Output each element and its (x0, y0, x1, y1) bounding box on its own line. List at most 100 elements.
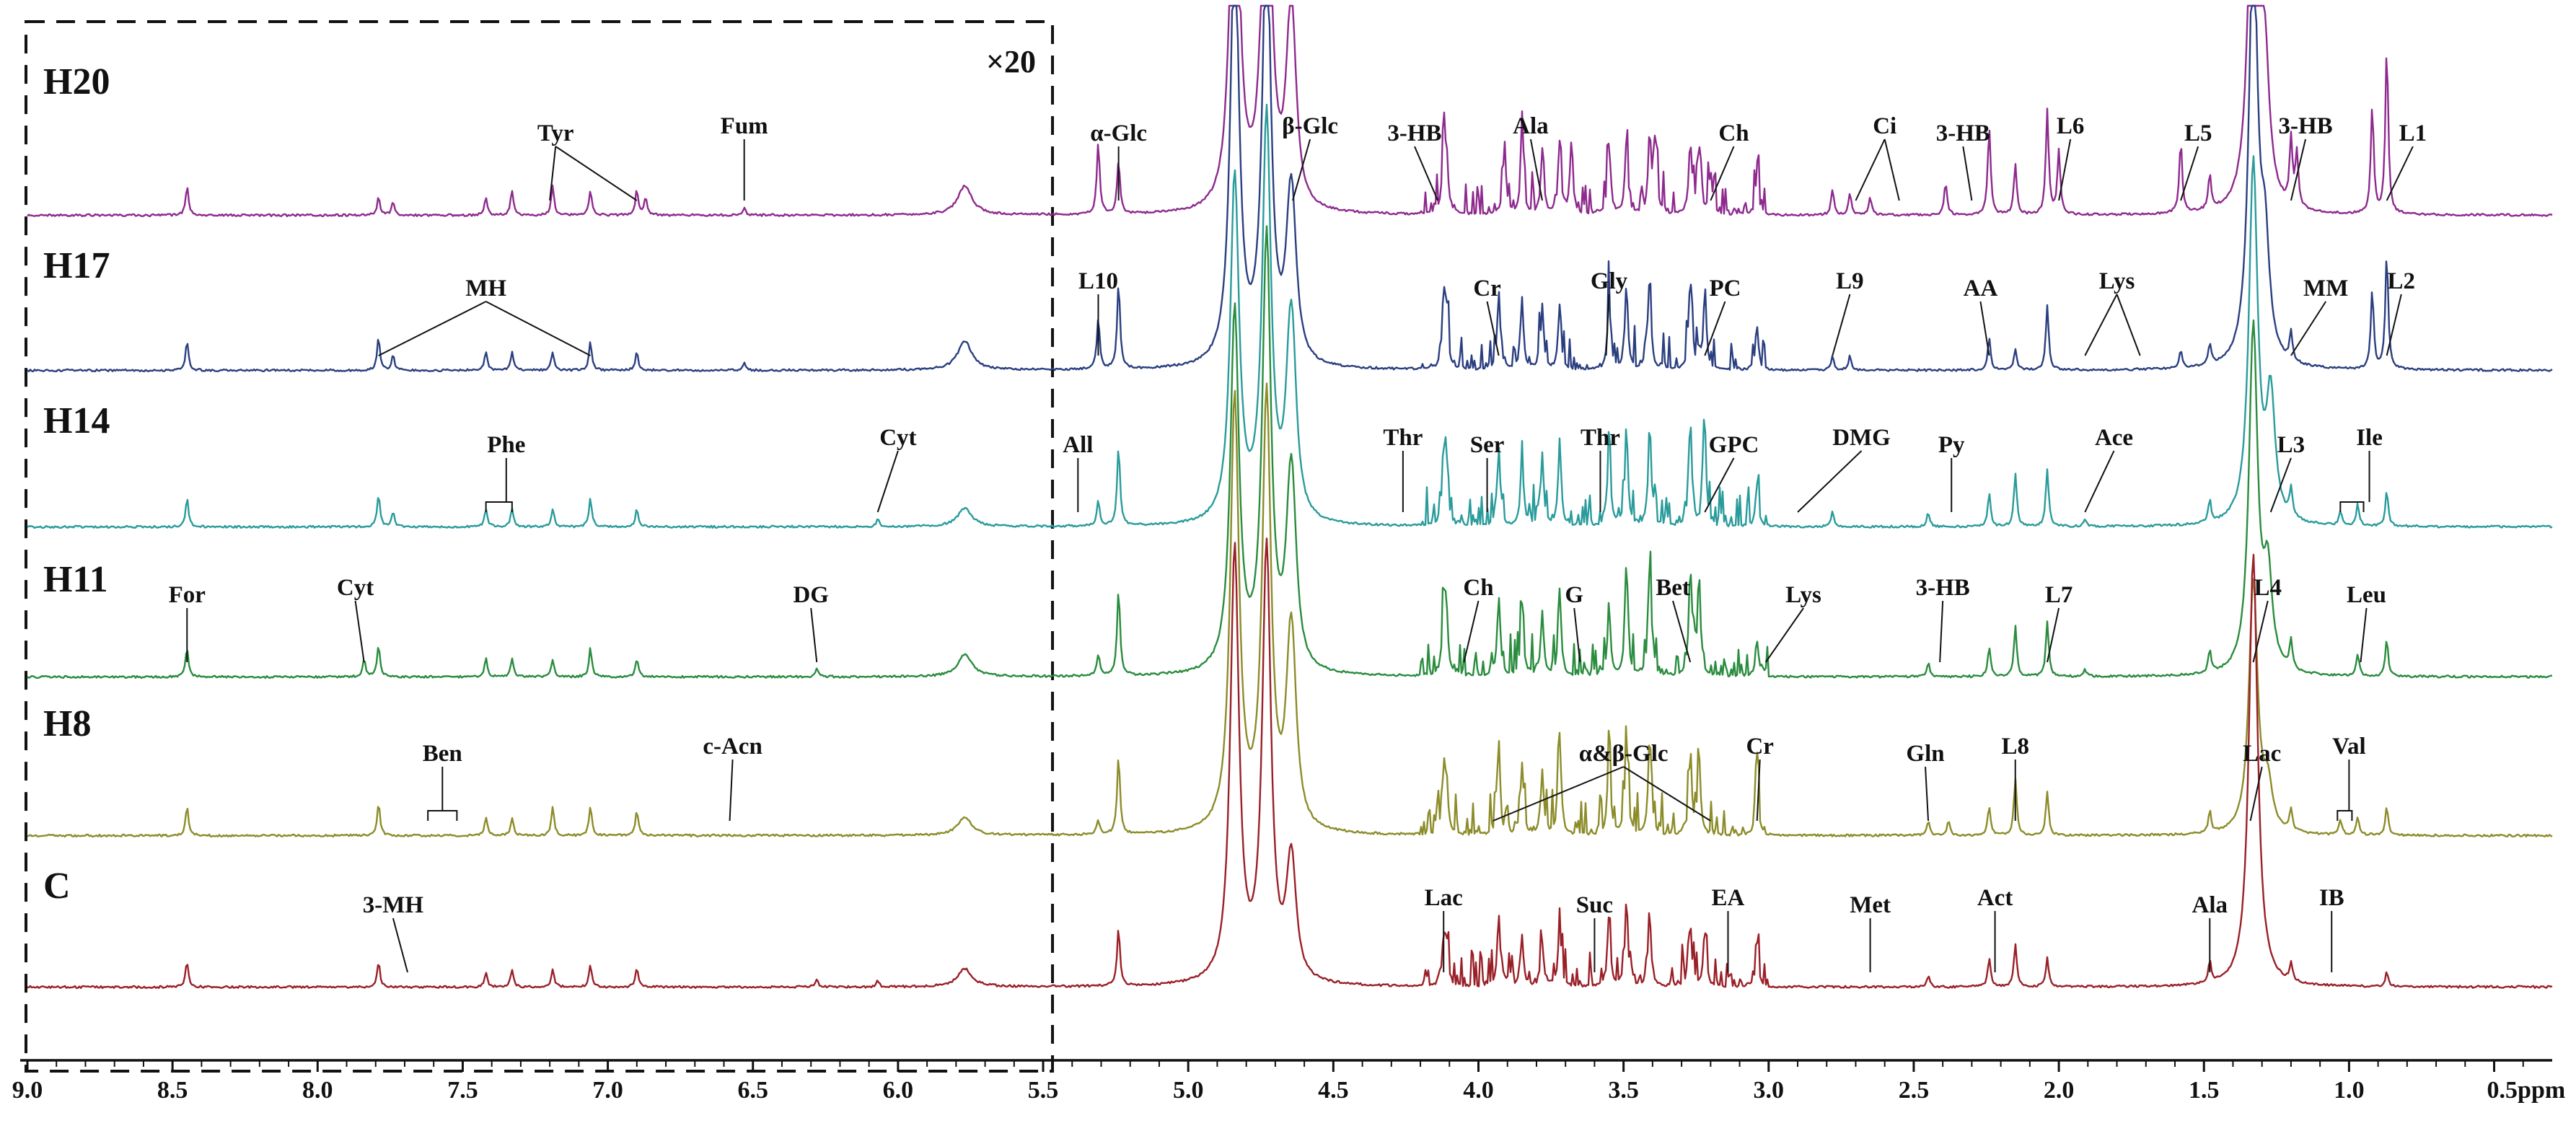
peak-leader (1764, 607, 1804, 663)
peak-label: L1 (2399, 120, 2427, 146)
peak-label: Gly (1591, 268, 1628, 294)
spectrum-trace-h11 (27, 225, 2552, 679)
x-tick-label: 7.5 (447, 1077, 478, 1104)
x-tick-label: 6.5 (737, 1077, 768, 1104)
peak-label: Ile (2356, 425, 2383, 451)
peak-leader (1855, 138, 1886, 201)
peak-label: Ala (1513, 113, 1549, 139)
series-label-h20: H20 (43, 61, 110, 102)
x-axis: 9.0 8.5 8.0 7.5 7.0 6.5 6.0 5.5 5.0 4.5 4.0 3.5 3.0 2… (12, 1059, 2566, 1104)
peak-leader (1414, 146, 1439, 201)
spectra-traces (27, 4, 2553, 990)
peak-label: AA (1964, 276, 1998, 302)
x-tick-label: 8.5 (157, 1077, 188, 1104)
x-tick-label: 9.0 (12, 1077, 43, 1104)
x-tick-label: 0.5ppm (2487, 1077, 2566, 1104)
peak-label: Thr (1581, 425, 1620, 451)
peak-label: Ace (2095, 425, 2133, 451)
x-tick-label: 1.5 (2189, 1077, 2220, 1104)
series-labels: H20 H17 H14 H11 H8 C (43, 61, 110, 907)
spectrum-trace-h17 (27, 4, 2553, 373)
peak-leader (2084, 450, 2115, 513)
peak-leader (1493, 766, 1625, 822)
peak-label: α&β-Glc (1579, 741, 1669, 767)
peak-leader (2116, 294, 2141, 356)
magnified-region-frame (25, 20, 1055, 1073)
peak-leader (1486, 301, 1500, 356)
peak-leader (2386, 146, 2414, 201)
peak-label: Lys (2099, 268, 2135, 294)
x-tick-label: 3.5 (1608, 1077, 1639, 1104)
peak-leader (1623, 766, 1711, 822)
x-tick-label: 8.0 (302, 1077, 333, 1104)
x-tick-label: 5.0 (1173, 1077, 1204, 1104)
peak-leader (2386, 294, 2402, 356)
peak-label: Ala (2192, 892, 2228, 918)
peak-label: L10 (1078, 268, 1118, 294)
peak-label: Ser (1470, 432, 1505, 458)
peak-leader (876, 450, 899, 513)
peak-label: Phe (487, 432, 525, 458)
peak-leader (2084, 294, 2118, 356)
x-tick-label: 6.0 (883, 1077, 914, 1104)
peak-label: c-Acn (703, 734, 762, 760)
peak-label: EA (1712, 885, 1745, 911)
peak-leader (1573, 607, 1581, 663)
peak-label: 3-HB (1387, 120, 1441, 146)
peak-leader (2290, 301, 2327, 356)
x-tick-label: 4.5 (1318, 1077, 1349, 1104)
peak-leader (1756, 759, 1761, 822)
peak-leader (2290, 138, 2307, 201)
x-tick-label: 1.0 (2334, 1077, 2365, 1104)
peak-leader (555, 146, 638, 201)
peak-annotations: Tyr Fum α-Glc β-Glc 3-HB Ala Ch Ci 3-HB L6 L5 3-HB L… (169, 113, 2427, 973)
peak-label: For (169, 582, 206, 608)
x-tick-label: 4.0 (1463, 1077, 1494, 1104)
peak-leader (1463, 600, 1480, 663)
peak-label: Leu (2347, 582, 2386, 608)
peak-bracket (427, 810, 458, 821)
peak-leader (1605, 294, 1610, 356)
peak-label: L2 (2388, 268, 2416, 294)
peak-label: L9 (1836, 268, 1864, 294)
peak-leader (1529, 138, 1543, 201)
peak-label: β-Glc (1282, 113, 1338, 139)
magnification-label: ×20 (986, 44, 1036, 79)
peak-label: MM (2303, 276, 2348, 302)
peak-leader (1883, 138, 1900, 201)
peak-label: Bet (1656, 575, 1690, 601)
series-label-c: C (43, 866, 71, 907)
peak-label: Cr (1473, 276, 1500, 302)
peak-label: L4 (2254, 575, 2282, 601)
peak-leader (485, 301, 591, 356)
peak-label: Ch (1718, 120, 1749, 146)
peak-leader (1797, 450, 1863, 513)
peak-label: Cyt (337, 575, 374, 601)
peak-label: Py (1938, 432, 1965, 458)
peak-label: Cyt (879, 425, 916, 451)
series-label-h8: H8 (43, 703, 91, 744)
peak-label: Ch (1463, 575, 1493, 601)
peak-label: Lac (1425, 885, 1463, 911)
peak-bracket (2337, 810, 2353, 821)
peak-leader (1962, 146, 1973, 201)
spectrum-trace-c (27, 537, 2553, 990)
peak-leader (1704, 457, 1735, 513)
peak-label: Cr (1746, 734, 1773, 760)
peak-label: Act (1977, 885, 2013, 911)
peak-label: α-Glc (1090, 120, 1147, 146)
peak-label: Gln (1906, 741, 1944, 767)
spectrum-trace-h8 (27, 382, 2553, 838)
series-label-h11: H11 (43, 559, 108, 600)
peak-label: Lac (2243, 741, 2281, 767)
x-tick-label: 7.0 (592, 1077, 623, 1104)
peak-label: Thr (1383, 425, 1423, 451)
peak-bracket (2339, 501, 2365, 512)
magnified-region-box: ×20 (25, 20, 1055, 1073)
peak-leader (2180, 146, 2199, 201)
peak-label: L5 (2184, 120, 2212, 146)
peak-leader (1925, 766, 1930, 822)
peak-leader (1832, 294, 1851, 356)
peak-label: L6 (2057, 113, 2085, 139)
